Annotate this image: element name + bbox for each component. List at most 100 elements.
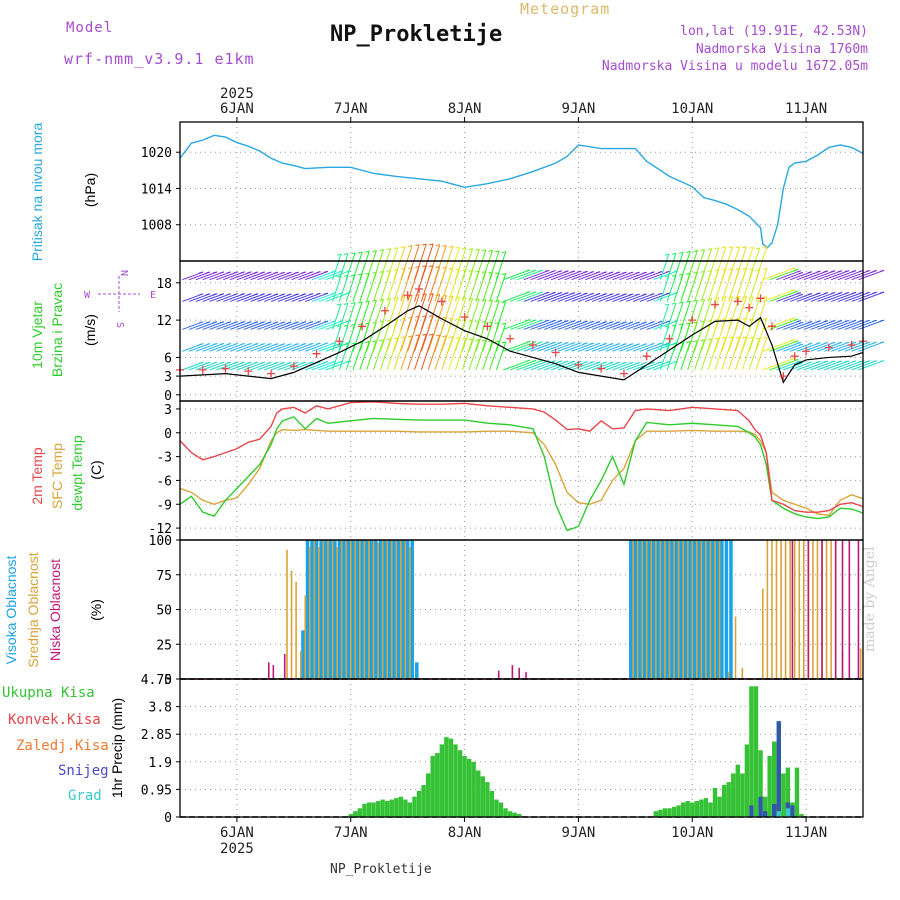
wind-arrow bbox=[769, 290, 799, 302]
wind-arrow-head bbox=[798, 293, 803, 296]
wind-arrow-head bbox=[219, 343, 225, 345]
top-day-label: 6JAN bbox=[220, 101, 254, 117]
panel-background bbox=[180, 401, 863, 540]
panel-background bbox=[180, 540, 863, 679]
wind-arrow bbox=[455, 297, 467, 330]
wind-arrow-head bbox=[589, 361, 594, 364]
wind-arrow-head bbox=[865, 291, 870, 294]
wind-arrow-head bbox=[422, 293, 427, 296]
wind-arrow bbox=[318, 360, 344, 371]
wind-arrow-head bbox=[671, 302, 677, 305]
wind-arrow-head bbox=[393, 247, 398, 250]
gust-marker bbox=[790, 352, 799, 361]
wind-arrow-head bbox=[714, 247, 719, 250]
total-rain-bar bbox=[362, 803, 367, 817]
wind-arrow bbox=[741, 247, 754, 280]
wind-arrow-head bbox=[595, 271, 601, 274]
wind-arrow-head bbox=[858, 360, 863, 363]
wind-arrow-head bbox=[650, 271, 655, 274]
wind-arrow-head bbox=[635, 362, 640, 364]
cloud-unit: (%) bbox=[88, 599, 104, 621]
wind-arrow-head bbox=[267, 293, 272, 296]
wind-arrow-head bbox=[475, 248, 480, 251]
top-day-label: 9JAN bbox=[562, 101, 596, 117]
mid-cloud-bar bbox=[395, 540, 398, 679]
wind-arrow bbox=[489, 340, 500, 371]
wind-arrow-head bbox=[247, 293, 252, 296]
wind-arrow bbox=[530, 341, 556, 352]
wind-arrow-head bbox=[393, 337, 398, 340]
wind-arrow-head bbox=[551, 360, 556, 363]
mid-cloud-bar bbox=[400, 540, 402, 679]
wind-arrow-head bbox=[350, 252, 356, 255]
wind-arrow-head bbox=[650, 361, 655, 364]
wind-arrow bbox=[352, 342, 363, 371]
mid-cloud-bar bbox=[363, 540, 366, 679]
wind-arrow-head bbox=[205, 321, 211, 324]
total-rain-bar bbox=[662, 808, 668, 817]
low-cloud-bar bbox=[511, 665, 514, 679]
wind-arrow bbox=[482, 250, 494, 280]
panel-background bbox=[180, 122, 863, 261]
wind-arrow-head bbox=[858, 270, 863, 273]
compass-north: N bbox=[118, 270, 129, 276]
wind-arrow bbox=[393, 296, 406, 330]
wind-arrow bbox=[824, 270, 850, 281]
wind-arrow bbox=[851, 360, 877, 371]
wind-arrow bbox=[748, 297, 761, 330]
wind-arrow-head bbox=[807, 321, 813, 323]
wind-arrow bbox=[796, 342, 821, 352]
wind-arrow-head bbox=[609, 321, 614, 324]
wind-arrow-head bbox=[233, 293, 238, 296]
wind-arrow-head bbox=[280, 293, 285, 296]
wind-arrow bbox=[366, 300, 377, 330]
gust-marker bbox=[767, 322, 776, 331]
top-day-label: 11JAN bbox=[785, 101, 827, 117]
wind-arrow bbox=[803, 270, 829, 281]
y-tick-label: 3.8 bbox=[149, 701, 172, 716]
wind-arrow-head bbox=[260, 293, 265, 296]
mid-cloud-bar bbox=[304, 595, 307, 679]
wind-arrow-head bbox=[577, 320, 582, 323]
low-cloud-bar bbox=[841, 540, 844, 679]
wind-arrow-head bbox=[415, 293, 420, 296]
wind-arrow bbox=[386, 247, 399, 280]
mid-cloud-bar bbox=[686, 540, 689, 679]
mid-cloud-bar bbox=[650, 540, 653, 679]
mid-cloud-bar bbox=[803, 540, 805, 679]
wind-arrow-head bbox=[762, 317, 768, 320]
wind-arrow-head bbox=[273, 343, 279, 346]
mid-cloud-bar bbox=[682, 540, 684, 679]
mid-cloud-bar bbox=[386, 540, 388, 679]
total-rain-bar bbox=[353, 811, 358, 817]
wind-arrow bbox=[434, 245, 447, 280]
wind-arrow-head bbox=[790, 339, 796, 342]
wind-arrow bbox=[544, 320, 569, 330]
high-cloud-bar bbox=[301, 630, 305, 679]
wind-arrow bbox=[817, 341, 843, 352]
total-rain-bar bbox=[371, 802, 376, 817]
high-cloud-bar bbox=[647, 540, 651, 679]
wind-arrow bbox=[530, 319, 556, 330]
temp-2m-line bbox=[179, 401, 864, 513]
total-rain-bar bbox=[380, 799, 385, 817]
mid-cloud-bar bbox=[830, 540, 832, 679]
wind-arrow-head bbox=[294, 271, 299, 274]
wind-arrow-head bbox=[714, 297, 719, 300]
total-rain-bar bbox=[476, 770, 481, 817]
total-rain-bar bbox=[444, 737, 449, 817]
wind-arrow-head bbox=[538, 319, 543, 322]
wind-arrow-head bbox=[455, 296, 460, 299]
y-tick-label: 0 bbox=[164, 811, 172, 826]
wind-arrow-head bbox=[721, 336, 727, 339]
wind-arrow bbox=[338, 253, 349, 280]
wind-arrow bbox=[769, 340, 799, 352]
wind-arrow-head bbox=[400, 336, 406, 339]
wind-arrow-head bbox=[240, 342, 245, 345]
wind-arrow-head bbox=[557, 292, 563, 294]
wind-arrow bbox=[707, 247, 720, 280]
wind-arrow bbox=[537, 320, 563, 330]
wind-arrow bbox=[694, 339, 706, 371]
wind-arrow bbox=[680, 251, 691, 280]
wind-arrow-head bbox=[308, 342, 314, 345]
